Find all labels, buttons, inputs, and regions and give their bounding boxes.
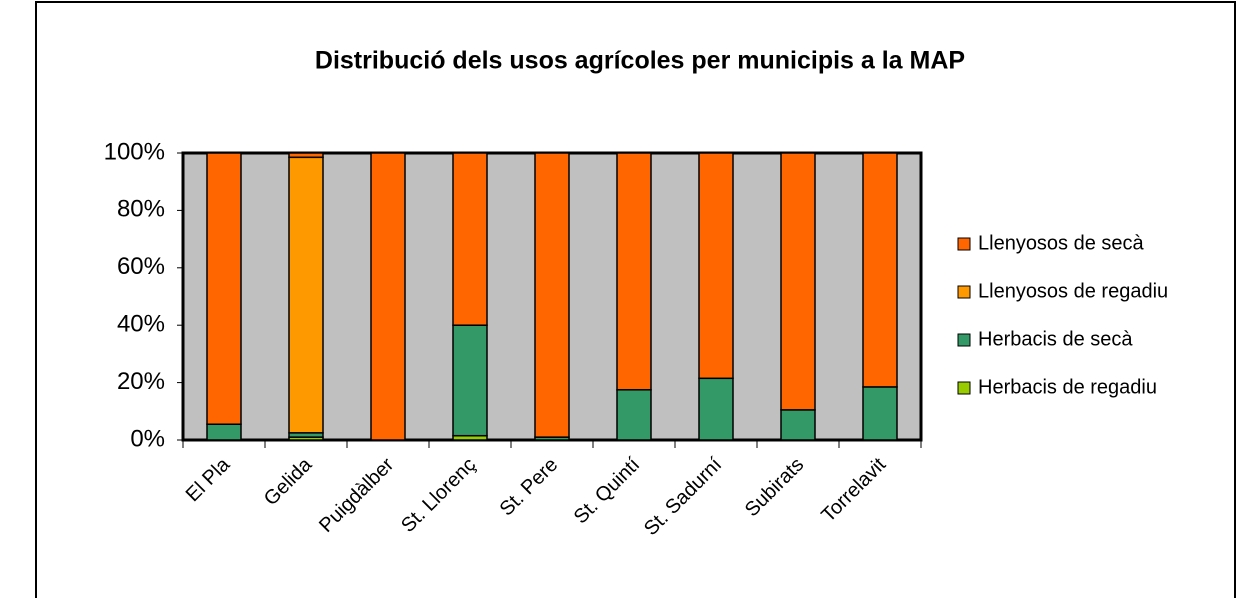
- y-tick-label: 0%: [130, 425, 165, 452]
- bar-segment: [206, 423, 242, 441]
- legend-label: Herbacis de regadiu: [978, 376, 1157, 398]
- bar-segment: [862, 152, 898, 388]
- chart-title: Distribució dels usos agrícoles per muni…: [315, 47, 965, 75]
- y-tick-label: 60%: [117, 253, 165, 280]
- legend-swatch: [957, 285, 971, 299]
- bar-segment: [698, 377, 734, 441]
- legend-label: Herbacis de secà: [978, 328, 1133, 350]
- bar-segment: [780, 152, 816, 411]
- legend-swatch: [957, 333, 971, 347]
- bar-segment: [534, 152, 570, 438]
- bar-segment: [616, 152, 652, 391]
- bar-segment: [616, 389, 652, 441]
- bar-segment: [780, 409, 816, 441]
- bar-segment: [862, 386, 898, 441]
- y-tick-label: 100%: [104, 138, 165, 165]
- legend-swatch: [957, 237, 971, 251]
- legend-swatch: [957, 381, 971, 395]
- y-tick-label: 20%: [117, 368, 165, 395]
- bar-segment: [452, 152, 488, 326]
- bar-segment: [288, 156, 324, 434]
- y-tick-label: 80%: [117, 196, 165, 223]
- bar-segment: [370, 152, 406, 441]
- bar-segment: [206, 152, 242, 425]
- bar-segment: [288, 152, 324, 159]
- y-tick-label: 40%: [117, 311, 165, 338]
- bar-segment: [452, 324, 488, 437]
- legend-label: Llenyosos de regadiu: [978, 280, 1168, 302]
- bar-segment: [698, 152, 734, 380]
- legend-label: Llenyosos de secà: [978, 232, 1145, 254]
